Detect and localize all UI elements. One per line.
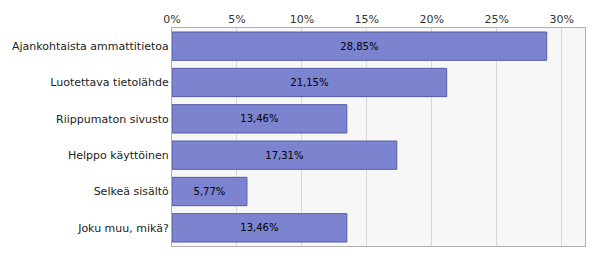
svg-text:Ajankohtaista ammattitietoa: Ajankohtaista ammattitietoa <box>12 40 169 53</box>
svg-text:15%: 15% <box>355 13 379 26</box>
svg-text:Luotettava tietolähde: Luotettava tietolähde <box>50 76 169 89</box>
svg-text:Selkeä sisältö: Selkeä sisältö <box>94 185 169 198</box>
svg-text:17,31%: 17,31% <box>265 150 303 161</box>
svg-text:25%: 25% <box>484 13 508 26</box>
svg-text:20%: 20% <box>420 13 444 26</box>
svg-text:28,85%: 28,85% <box>340 41 378 52</box>
svg-text:13,46%: 13,46% <box>240 222 278 233</box>
svg-text:10%: 10% <box>290 13 314 26</box>
svg-text:5%: 5% <box>228 13 245 26</box>
svg-text:Joku muu, mikä?: Joku muu, mikä? <box>77 222 169 235</box>
svg-text:0%: 0% <box>163 13 180 26</box>
svg-text:21,15%: 21,15% <box>290 77 328 88</box>
svg-text:13,46%: 13,46% <box>240 113 278 124</box>
svg-text:5,77%: 5,77% <box>194 186 226 197</box>
svg-text:Helppo käyttöinen: Helppo käyttöinen <box>68 149 169 162</box>
svg-text:Riippumaton sivusto: Riippumaton sivusto <box>56 113 169 126</box>
svg-text:30%: 30% <box>549 13 573 26</box>
